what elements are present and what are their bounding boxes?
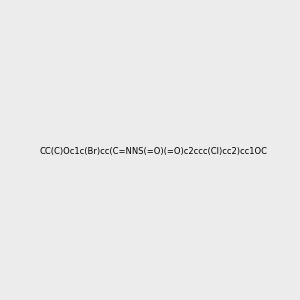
Text: CC(C)Oc1c(Br)cc(C=NNS(=O)(=O)c2ccc(Cl)cc2)cc1OC: CC(C)Oc1c(Br)cc(C=NNS(=O)(=O)c2ccc(Cl)cc… xyxy=(40,147,268,156)
